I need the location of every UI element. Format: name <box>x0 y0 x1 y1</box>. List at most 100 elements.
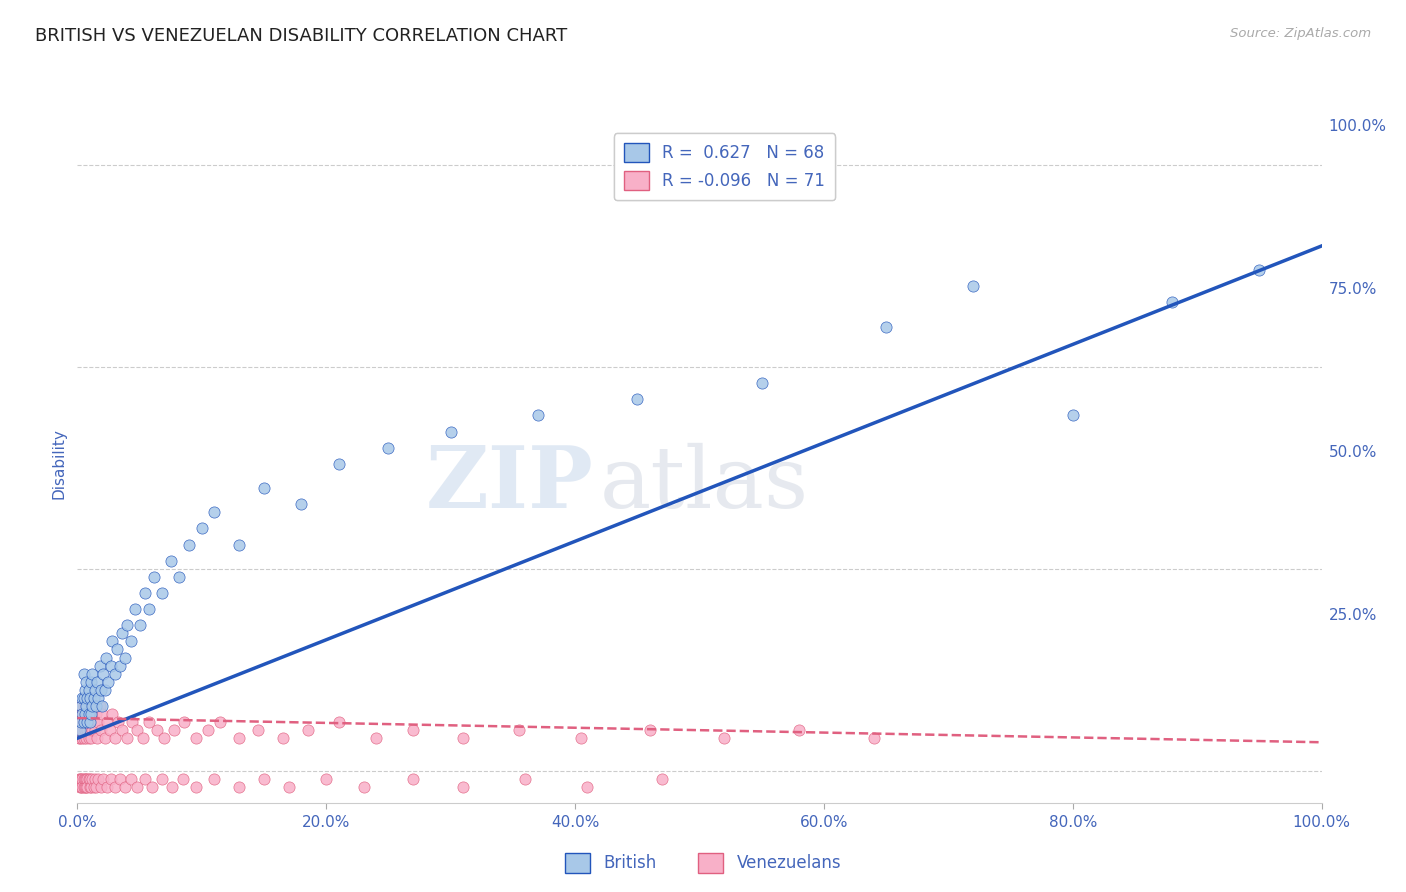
Point <box>69 723 91 738</box>
Point <box>69 706 91 721</box>
Point <box>353 780 375 794</box>
Point <box>569 731 592 746</box>
Point <box>209 715 232 730</box>
Point <box>111 723 134 738</box>
Point <box>138 602 160 616</box>
Point <box>72 772 94 786</box>
Point <box>77 706 100 721</box>
Point <box>124 602 146 616</box>
Legend: R =  0.627   N = 68, R = -0.096   N = 71: R = 0.627 N = 68, R = -0.096 N = 71 <box>614 133 835 200</box>
Legend: British, Venezuelans: British, Venezuelans <box>558 847 848 880</box>
Point <box>72 698 94 713</box>
Text: ZIP: ZIP <box>426 442 593 526</box>
Point <box>108 772 131 786</box>
Point <box>638 723 661 738</box>
Point <box>125 780 148 794</box>
Point <box>73 706 96 721</box>
Point <box>89 658 111 673</box>
Point <box>77 715 100 730</box>
Point <box>120 634 142 648</box>
Point <box>91 698 114 713</box>
Point <box>72 690 94 705</box>
Point <box>72 706 94 721</box>
Point <box>90 780 112 794</box>
Point <box>79 723 101 738</box>
Point <box>862 731 884 746</box>
Point <box>70 698 93 713</box>
Point <box>72 723 94 738</box>
Point <box>377 441 399 455</box>
Point <box>77 731 100 746</box>
Point <box>141 780 163 794</box>
Point <box>87 690 110 705</box>
Point <box>76 780 98 794</box>
Point <box>75 698 97 713</box>
Point <box>228 780 250 794</box>
Point <box>86 674 108 689</box>
Point <box>163 723 186 738</box>
Point <box>83 772 105 786</box>
Point <box>120 772 142 786</box>
Point <box>72 706 94 721</box>
Point <box>84 780 107 794</box>
Point <box>75 772 97 786</box>
Point <box>962 279 984 293</box>
Point <box>328 715 350 730</box>
Point <box>104 780 127 794</box>
Point <box>1062 409 1084 423</box>
Point <box>76 706 98 721</box>
Point <box>79 772 101 786</box>
Point <box>76 772 98 786</box>
Point <box>297 723 319 738</box>
Point <box>184 780 207 794</box>
Point <box>125 723 148 738</box>
Point <box>515 772 537 786</box>
Point <box>84 706 107 721</box>
Point <box>90 723 112 738</box>
Point <box>70 780 93 794</box>
Point <box>79 698 101 713</box>
Point <box>508 723 530 738</box>
Point <box>626 392 648 407</box>
Text: BRITISH VS VENEZUELAN DISABILITY CORRELATION CHART: BRITISH VS VENEZUELAN DISABILITY CORRELA… <box>35 27 568 45</box>
Point <box>169 570 191 584</box>
Point <box>79 780 101 794</box>
Point <box>114 780 136 794</box>
Point <box>104 731 127 746</box>
Point <box>72 715 94 730</box>
Point <box>115 731 138 746</box>
Point <box>77 682 100 697</box>
Point <box>94 650 117 665</box>
Point <box>108 658 131 673</box>
Point <box>91 706 114 721</box>
Point <box>83 682 105 697</box>
Point <box>128 618 150 632</box>
Point <box>80 780 103 794</box>
Point <box>202 772 225 786</box>
Point <box>83 780 105 794</box>
Point <box>67 772 90 786</box>
Point <box>73 780 96 794</box>
Point <box>751 376 773 391</box>
Point <box>76 715 98 730</box>
Point <box>179 537 201 551</box>
Point <box>451 731 474 746</box>
Point <box>713 731 735 746</box>
Point <box>115 618 138 632</box>
Point <box>72 731 94 746</box>
Point <box>76 690 98 705</box>
Point <box>72 666 94 681</box>
Point <box>191 521 214 535</box>
Point <box>79 690 101 705</box>
Point <box>72 690 94 705</box>
Point <box>271 731 294 746</box>
Point <box>73 772 96 786</box>
Point <box>82 666 104 681</box>
Point <box>228 537 250 551</box>
Point <box>75 780 97 794</box>
Point <box>228 731 250 746</box>
Point <box>93 772 115 786</box>
Point <box>70 715 93 730</box>
Point <box>451 780 474 794</box>
Point <box>1249 263 1271 277</box>
